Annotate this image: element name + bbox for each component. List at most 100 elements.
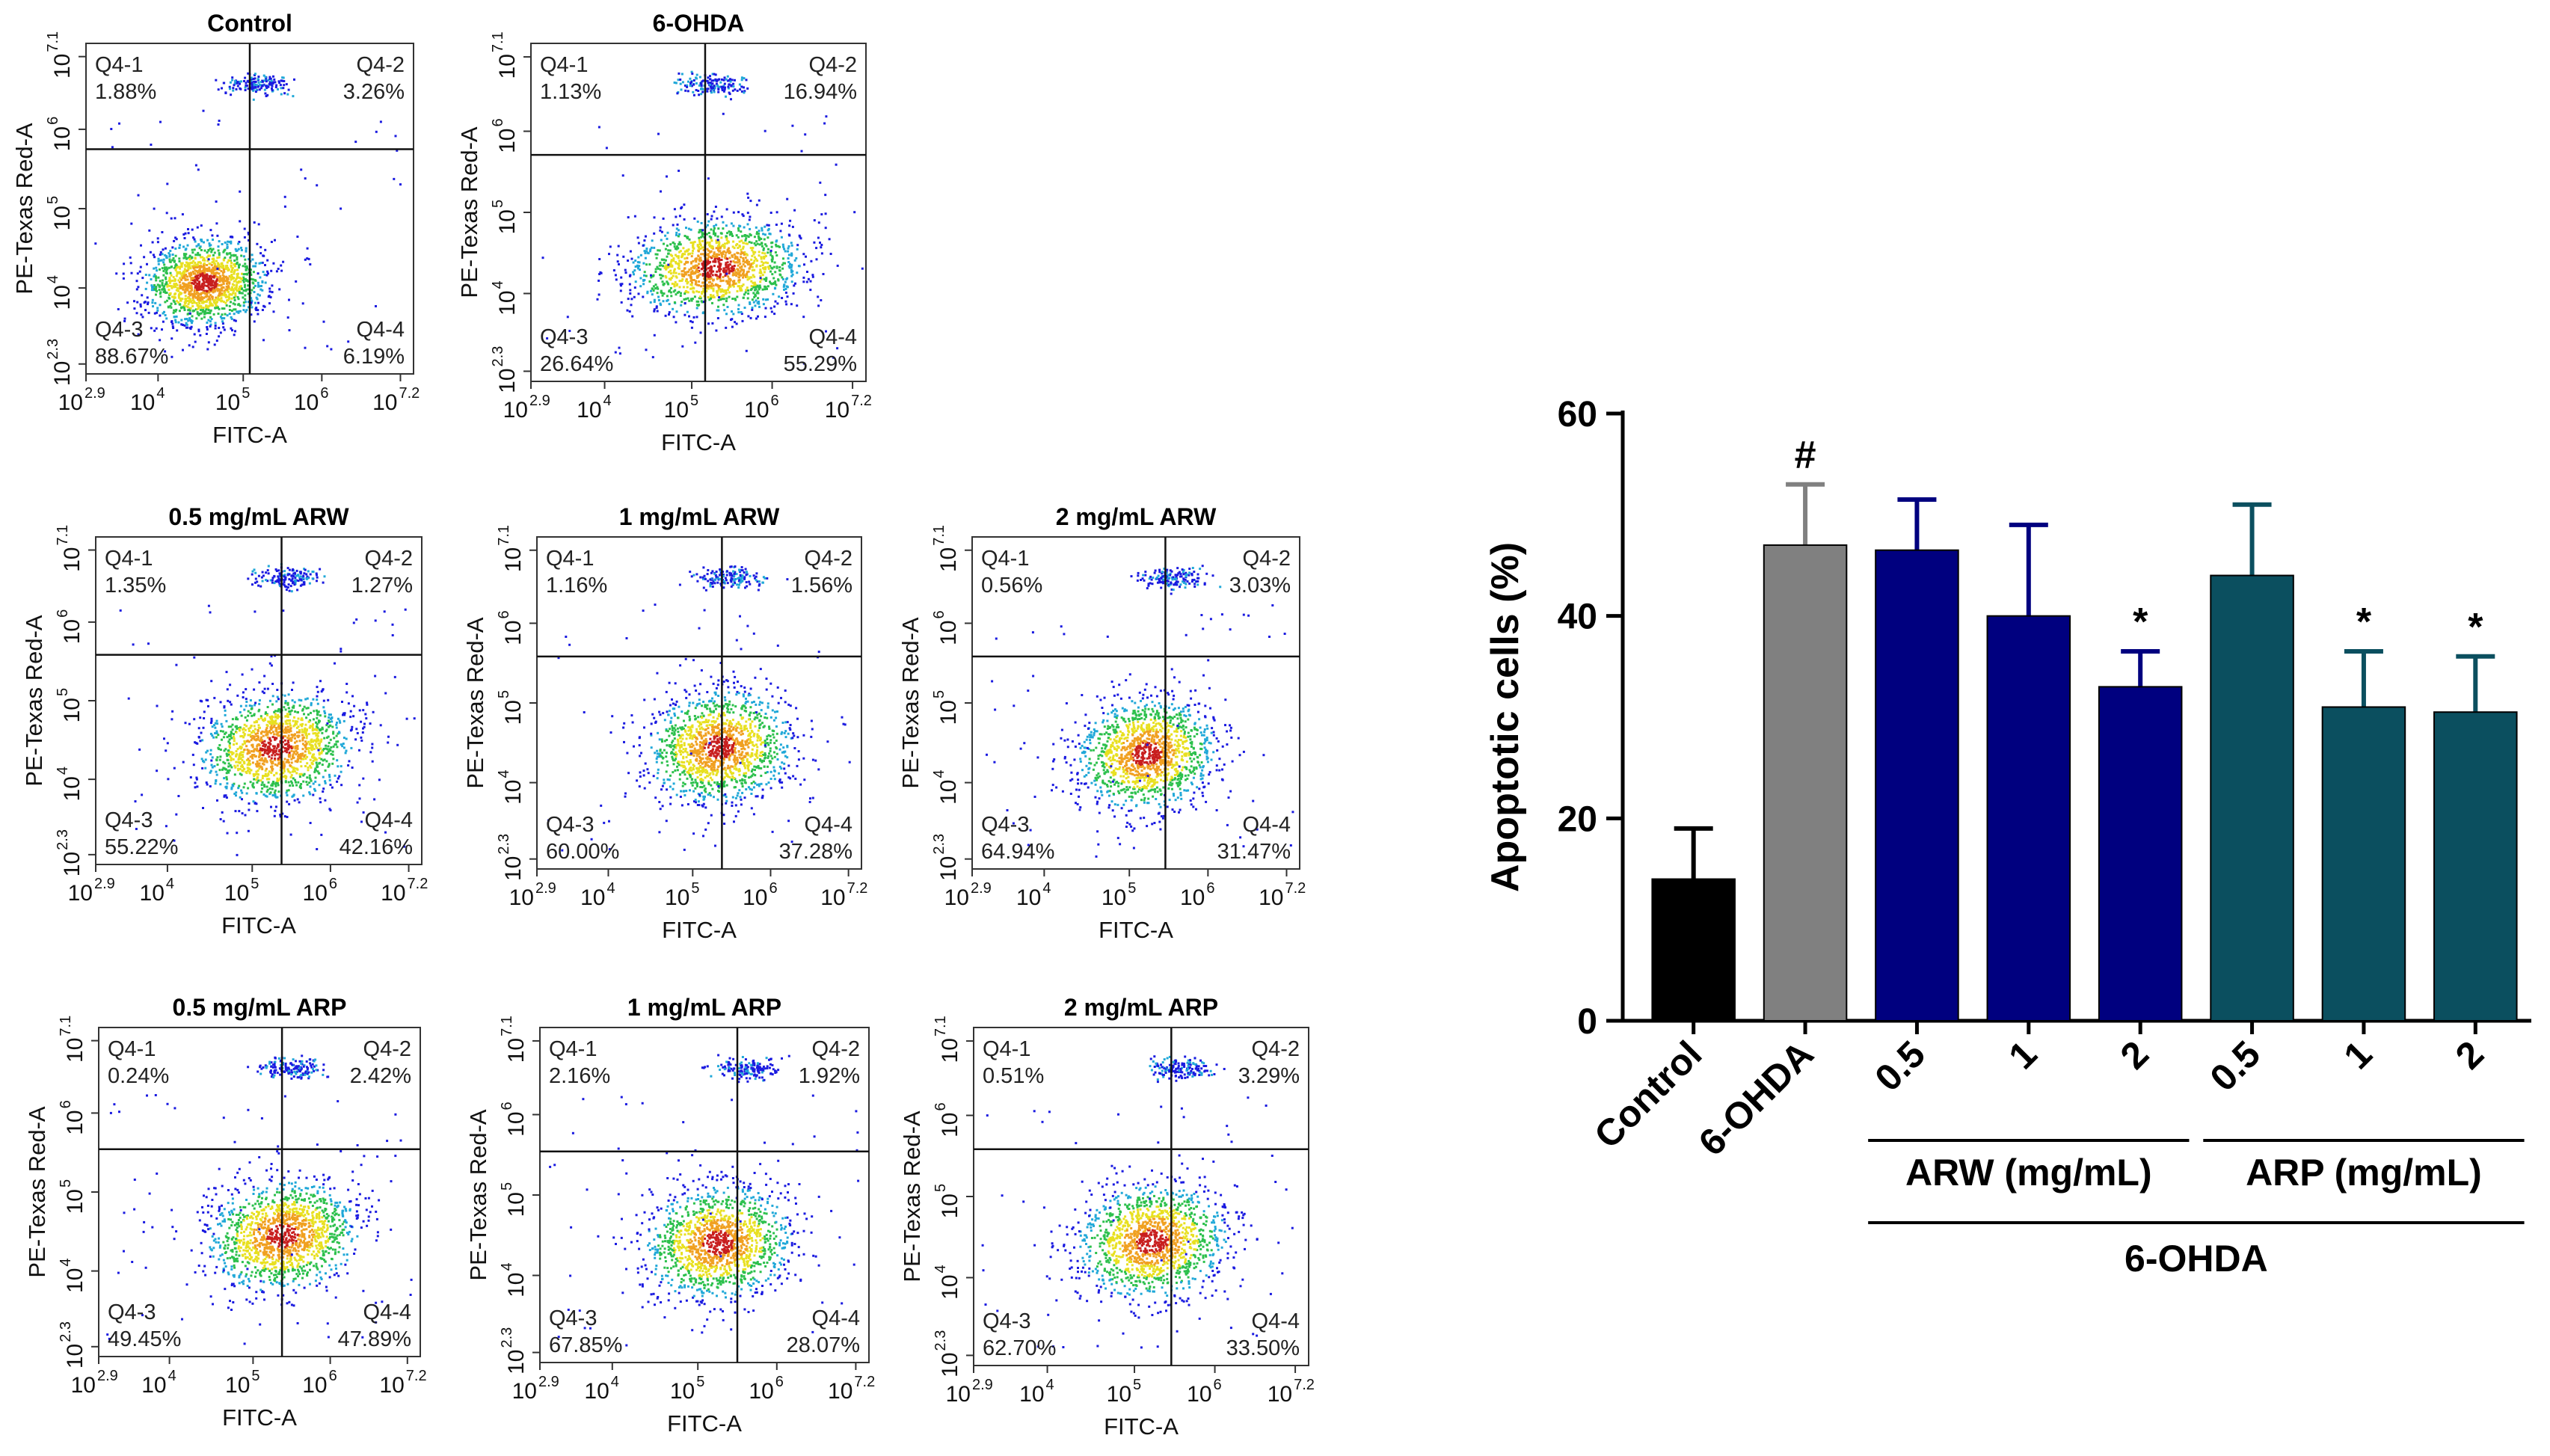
event-dot: [294, 722, 297, 725]
event-dot: [248, 749, 251, 752]
event-dot: [170, 217, 173, 220]
y-tick: 102.3: [490, 346, 520, 393]
event-dot: [150, 327, 153, 330]
event-dot: [271, 767, 274, 770]
event-dot: [174, 321, 177, 324]
event-dot: [742, 268, 745, 271]
event-dot: [199, 740, 202, 743]
event-dot: [692, 290, 695, 293]
event-dot: [224, 313, 227, 316]
event-dot: [219, 274, 222, 277]
event-dot: [630, 298, 633, 301]
event-dot: [286, 93, 289, 96]
event-dot: [312, 760, 315, 762]
event-dot: [722, 90, 725, 93]
event-dot: [271, 85, 274, 87]
event-dot: [675, 227, 678, 230]
event-dot: [675, 293, 678, 296]
event-dot: [230, 276, 233, 279]
event-dot: [293, 799, 296, 802]
event-dot: [284, 720, 287, 723]
event-dot: [214, 327, 217, 330]
event-dot: [175, 274, 178, 277]
event-dot: [680, 273, 683, 276]
event-dot: [715, 329, 718, 332]
event-dot: [316, 695, 319, 698]
event-dot: [277, 714, 280, 716]
event-dot: [695, 316, 698, 319]
event-dot: [191, 251, 194, 254]
event-dot: [188, 722, 191, 725]
event-dot: [245, 725, 248, 728]
event-dot: [626, 309, 629, 312]
event-dot: [199, 298, 202, 301]
event-dot: [689, 82, 692, 85]
event-dot: [220, 297, 223, 300]
event-dot: [239, 87, 242, 90]
event-dot: [270, 724, 273, 727]
event-dot: [275, 580, 278, 583]
event-dot: [743, 91, 746, 94]
event-dot: [268, 751, 271, 754]
event-dot: [293, 770, 296, 772]
event-dot: [234, 330, 236, 333]
event-dot: [722, 289, 725, 292]
event-dot: [151, 301, 154, 304]
event-dot: [824, 227, 827, 230]
event-dot: [200, 295, 203, 298]
event-dot: [225, 295, 228, 298]
event-dot: [242, 265, 245, 268]
event-dot: [273, 720, 276, 723]
event-dot: [314, 780, 317, 783]
event-dot: [692, 267, 695, 269]
event-dot: [328, 773, 331, 776]
event-dot: [291, 781, 294, 784]
event-dot: [734, 282, 737, 285]
event-dot: [189, 294, 192, 297]
event-dot: [335, 726, 338, 729]
event-dot: [306, 728, 308, 731]
event-dot: [197, 244, 200, 247]
event-dot: [736, 251, 739, 254]
event-dot: [701, 291, 704, 293]
event-dot: [262, 759, 265, 762]
event-dot: [743, 90, 746, 93]
event-dot: [233, 84, 236, 87]
x-tick-base: 10: [372, 390, 397, 415]
event-dot: [203, 249, 206, 252]
event-dot: [719, 246, 722, 249]
event-dot: [242, 278, 245, 281]
event-dot: [209, 320, 212, 323]
x-tick-base: 10: [577, 398, 601, 423]
event-dot: [352, 715, 355, 718]
event-dot: [329, 724, 332, 727]
event-dot: [182, 253, 185, 256]
event-dot: [173, 266, 176, 269]
event-dot: [673, 269, 676, 272]
event-dot: [802, 362, 805, 365]
event-dot: [245, 82, 248, 85]
event-dot: [219, 701, 222, 704]
event-dot: [740, 256, 743, 259]
event-dot: [787, 245, 790, 248]
event-dot: [274, 745, 277, 748]
event-dot: [670, 260, 673, 263]
event-dot: [262, 692, 265, 695]
event-dot: [682, 286, 685, 289]
event-dot: [250, 79, 253, 82]
event-dot: [192, 236, 195, 239]
event-dot: [159, 291, 162, 294]
event-dot: [218, 327, 221, 329]
event-dot: [772, 283, 775, 285]
y-tick-base: 10: [495, 209, 520, 234]
event-dot: [680, 207, 683, 209]
event-dot: [179, 299, 182, 302]
event-dot: [236, 277, 239, 280]
event-dot: [682, 247, 685, 250]
event-dot: [253, 80, 256, 83]
event-dot: [205, 781, 208, 784]
event-dot: [228, 313, 231, 316]
event-dot: [277, 734, 280, 737]
event-dot: [284, 780, 287, 783]
event-dot: [716, 217, 719, 220]
